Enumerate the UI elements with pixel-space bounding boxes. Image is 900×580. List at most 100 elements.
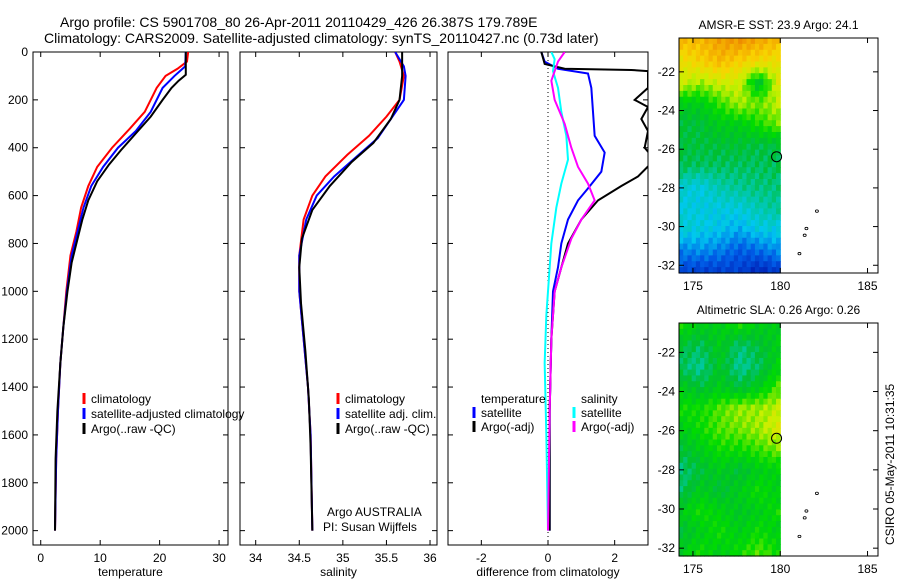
y-tick-label: -22 [658,65,676,79]
map-cell [746,102,752,110]
map-cell [767,73,773,80]
y-tick-label: -32 [658,258,676,272]
map-cell [683,439,689,446]
map-cell [738,462,743,470]
map-cell [763,108,769,115]
map-cell [763,363,769,371]
map-cell [742,550,748,557]
map-cell [700,410,705,417]
map-cell [687,126,693,133]
map-cell [767,261,773,268]
map-cell [729,55,735,63]
map-cell [754,346,760,353]
map-cell [776,363,781,371]
map-cell [729,445,735,452]
map-cell [679,61,684,68]
map-cell [742,196,748,204]
map-cell [763,237,769,245]
map-cell [746,486,752,493]
map-cell [763,249,769,256]
map-cell [700,497,705,505]
map-cell [729,120,735,127]
x-tick-label: 34.5 [288,551,312,565]
map-cell [750,375,756,382]
map-cell [763,509,769,516]
map-cell [750,352,756,359]
map-cell [716,237,722,245]
map-cell [733,208,739,215]
map-cell [738,126,743,133]
map-cell [683,404,689,411]
map-cell [712,155,718,162]
map-cell [742,491,748,499]
map-cell [759,196,764,204]
map-cell [738,202,743,209]
map-cell [721,43,727,51]
map-cell [754,381,760,388]
map-cell [700,532,705,540]
map-cell [721,538,727,545]
map-cell [763,226,769,233]
map-cell [750,73,756,80]
map-cell [729,416,735,423]
map-cell [738,480,743,487]
map-cell [750,363,756,371]
map-cell [716,155,722,162]
map-cell [721,462,727,470]
map-cell [721,155,727,162]
map-cell [738,249,743,256]
map-cell [679,43,684,51]
map-cell [742,202,748,209]
map-cell [725,208,731,215]
map-cell [733,480,739,487]
map-cell [683,456,689,464]
map-cell [729,509,735,516]
map-cell [733,328,739,336]
map-cell [679,202,684,209]
map-cell [721,404,727,411]
map-cell [716,334,722,342]
map-cell [754,96,760,104]
map-cell [763,43,769,51]
map-cell [695,90,701,98]
map-cell [708,179,714,186]
map-cell [716,220,722,227]
map-cell [704,503,710,510]
y-tick-label: -32 [658,541,676,555]
map-cell [733,544,739,551]
map-cell [729,67,735,74]
map-cell [759,398,764,406]
map-cell [771,90,777,98]
map-cell [691,451,697,458]
map-cell [695,550,701,557]
map-cell [725,427,731,435]
map-cell [771,96,777,104]
map-cell [716,202,722,209]
map-cell [721,202,727,209]
map-cell [729,261,735,268]
map-cell [776,451,781,458]
map-cell [708,439,714,446]
map-cell [716,73,722,80]
map-cell [683,369,689,377]
map-cell [695,184,701,192]
map-cell [721,179,727,186]
map-cell [716,114,722,121]
map-cell [759,79,764,86]
map-cell [767,340,773,347]
map-cell [725,179,731,186]
map-cell [733,532,739,540]
map-cell [691,149,697,157]
map-cell [776,474,781,481]
map-cell [733,392,739,400]
map-cell [716,208,722,215]
map-cell [695,167,701,174]
map-cell [687,38,693,45]
map-cell [721,474,727,481]
map-cell [738,243,743,251]
map-cell [725,456,731,464]
map-cell [754,155,760,162]
map-cell [725,126,731,133]
map-cell [704,255,710,262]
map-cell [776,179,781,186]
